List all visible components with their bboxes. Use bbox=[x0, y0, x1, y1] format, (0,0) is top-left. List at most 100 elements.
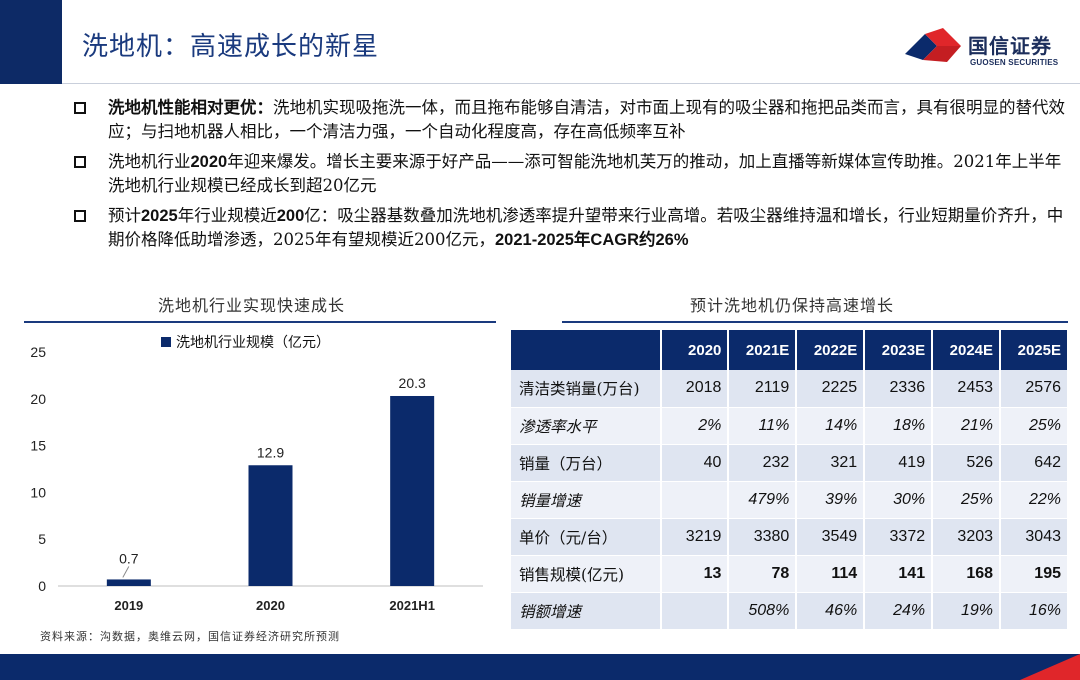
data-label: 12.9 bbox=[257, 444, 284, 460]
table-header-cell: 2025E bbox=[1000, 330, 1069, 370]
bullet-text: 洗地机行业2020年迎来爆发。增长主要来源于好产品——添可智能洗地机芙万的推动，… bbox=[108, 152, 1062, 195]
table-cell: 14% bbox=[796, 407, 866, 445]
bar bbox=[390, 395, 435, 586]
logo-mark-blue bbox=[905, 34, 937, 60]
legend-label: 洗地机行业规模（亿元） bbox=[176, 335, 330, 351]
y-tick-label: 15 bbox=[30, 438, 46, 454]
data-label: 0.7 bbox=[119, 550, 139, 566]
table-cell: 25% bbox=[1000, 407, 1069, 445]
left-section-divider bbox=[24, 321, 496, 323]
checkbox-bullet-icon bbox=[74, 102, 86, 114]
table-header-cell: 2024E bbox=[932, 330, 1002, 370]
table-cell: 21% bbox=[932, 407, 1002, 445]
table-cell: 78 bbox=[728, 555, 798, 593]
y-tick-label: 25 bbox=[30, 344, 46, 360]
header-divider bbox=[62, 83, 1080, 84]
table-cell: 419 bbox=[864, 444, 934, 482]
table-header-corner bbox=[511, 330, 662, 370]
row-label: 渗透率水平 bbox=[511, 407, 662, 445]
table-cell: 24% bbox=[864, 592, 934, 630]
footer-bar bbox=[0, 654, 1080, 680]
logo-name: 国信证券 bbox=[968, 34, 1052, 58]
bar bbox=[248, 465, 293, 586]
table-cell: 16% bbox=[1000, 592, 1069, 630]
right-section-divider bbox=[562, 321, 1068, 323]
y-tick-label: 5 bbox=[38, 531, 46, 547]
brand-logo bbox=[905, 28, 961, 62]
x-tick-label: 2020 bbox=[256, 598, 285, 613]
table-cell: 2018 bbox=[660, 370, 730, 408]
table-cell: 46% bbox=[796, 592, 866, 630]
row-label: 单价（元/台） bbox=[511, 518, 662, 556]
row-label: 销额增速 bbox=[511, 592, 662, 630]
table-header-cell: 2023E bbox=[864, 330, 934, 370]
x-tick-label: 2019 bbox=[114, 598, 143, 613]
table-row: 销量（万台） 40 232 321 419 526 642 bbox=[511, 444, 1069, 482]
x-tick-label: 2021H1 bbox=[389, 598, 435, 613]
table-cell: 479% bbox=[728, 481, 798, 519]
y-tick-label: 20 bbox=[30, 391, 46, 407]
table-row: 销售规模(亿元) 13 78 114 141 168 195 bbox=[511, 555, 1069, 593]
table-cell bbox=[660, 592, 730, 630]
legend-swatch bbox=[161, 337, 171, 347]
table-cell bbox=[660, 481, 730, 519]
table-row: 清洁类销量(万台) 2018 2119 2225 2336 2453 2576 bbox=[511, 370, 1069, 408]
bullet-item: 预计2025年行业规模近200亿：吸尘器基数叠加洗地机渗透率提升望带来行业高增。… bbox=[72, 204, 1072, 252]
table-cell: 2225 bbox=[796, 370, 866, 408]
data-label: 20.3 bbox=[399, 375, 426, 391]
table-cell: 2% bbox=[660, 407, 730, 445]
table-cell: 3219 bbox=[660, 518, 730, 556]
table-cell: 39% bbox=[796, 481, 866, 519]
page-title: 洗地机：高速成长的新星 bbox=[82, 32, 380, 62]
logo-mark-red bbox=[925, 28, 961, 46]
forecast-table: 2020 2021E 2022E 2023E 2024E 2025E 清洁类销量(万台) 2… bbox=[511, 330, 1069, 630]
bar-chart: 0 5 10 15 20 25 2019 0.7 2020 12.9 2021H1 20.3 洗地机行业… bbox=[30, 335, 483, 613]
header-accent-bar bbox=[0, 0, 62, 84]
table-cell: 3043 bbox=[1000, 518, 1069, 556]
row-label: 销售规模(亿元) bbox=[511, 555, 662, 593]
table-cell: 2576 bbox=[1000, 370, 1069, 408]
table-cell: 19% bbox=[932, 592, 1002, 630]
table-cell: 30% bbox=[864, 481, 934, 519]
table-cell: 3380 bbox=[728, 518, 798, 556]
row-label: 销量增速 bbox=[511, 481, 662, 519]
table-cell: 2453 bbox=[932, 370, 1002, 408]
checkbox-bullet-icon bbox=[74, 156, 86, 168]
table-row: 销量增速 479% 39% 30% 25% 22% bbox=[511, 481, 1069, 519]
left-section-title: 洗地机行业实现快速成长 bbox=[158, 296, 346, 315]
table-cell: 40 bbox=[660, 444, 730, 482]
table-cell: 508% bbox=[728, 592, 798, 630]
table-cell: 11% bbox=[728, 407, 798, 445]
table-cell: 321 bbox=[796, 444, 866, 482]
table-cell: 141 bbox=[864, 555, 934, 593]
table-cell: 114 bbox=[796, 555, 866, 593]
table-cell: 18% bbox=[864, 407, 934, 445]
table-header-cell: 2020 bbox=[660, 330, 730, 370]
table-cell: 232 bbox=[728, 444, 798, 482]
checkbox-bullet-icon bbox=[74, 210, 86, 222]
table-cell: 2336 bbox=[864, 370, 934, 408]
table-row: 单价（元/台） 3219 3380 3549 3372 3203 3043 bbox=[511, 518, 1069, 556]
table-cell: 195 bbox=[1000, 555, 1069, 593]
table-row: 销额增速 508% 46% 24% 19% 16% bbox=[511, 592, 1069, 630]
bullet-list: 洗地机性能相对更优：洗地机实现吸拖洗一体，而且拖布能够自清洁，对市面上现有的吸尘… bbox=[72, 96, 1072, 258]
bullet-text: 洗地机性能相对更优：洗地机实现吸拖洗一体，而且拖布能够自清洁，对市面上现有的吸尘… bbox=[108, 98, 1065, 141]
table-cell: 526 bbox=[932, 444, 1002, 482]
y-tick-label: 10 bbox=[30, 484, 46, 500]
table-cell: 3549 bbox=[796, 518, 866, 556]
bar bbox=[106, 579, 151, 586]
row-label: 清洁类销量(万台) bbox=[511, 370, 662, 408]
table-cell: 25% bbox=[932, 481, 1002, 519]
table-cell: 3203 bbox=[932, 518, 1002, 556]
table-header-cell: 2022E bbox=[796, 330, 866, 370]
table-cell: 2119 bbox=[728, 370, 798, 408]
table-row: 渗透率水平 2% 11% 14% 18% 21% 25% bbox=[511, 407, 1069, 445]
bullet-text: 预计2025年行业规模近200亿：吸尘器基数叠加洗地机渗透率提升望带来行业高增。… bbox=[108, 206, 1064, 249]
logo-subtitle: GUOSEN SECURITIES bbox=[970, 58, 1059, 67]
bullet-item: 洗地机性能相对更优：洗地机实现吸拖洗一体，而且拖布能够自清洁，对市面上现有的吸尘… bbox=[72, 96, 1072, 144]
table-cell: 3372 bbox=[864, 518, 934, 556]
bullet-item: 洗地机行业2020年迎来爆发。增长主要来源于好产品——添可智能洗地机芙万的推动，… bbox=[72, 150, 1072, 198]
y-tick-label: 0 bbox=[38, 578, 46, 594]
table-cell: 168 bbox=[932, 555, 1002, 593]
footer-accent bbox=[1020, 654, 1080, 680]
